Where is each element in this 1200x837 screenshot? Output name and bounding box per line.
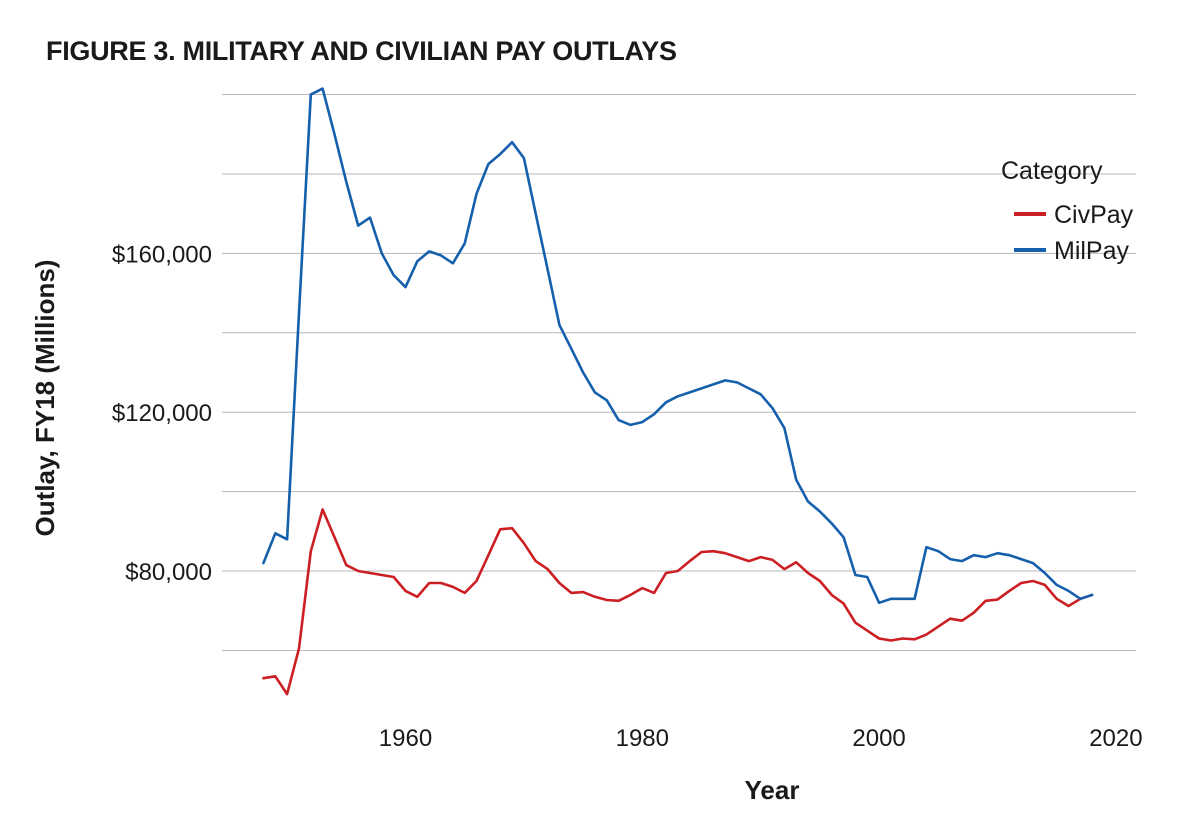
legend-label-milpay: MilPay — [1054, 237, 1130, 265]
series-line-milpay — [262, 87, 1094, 605]
x-axis-ticks: 1960 1980 2000 2020 — [379, 725, 1143, 752]
legend-entries: CivPay MilPay — [1014, 201, 1134, 265]
y-tick-label: $80,000 — [125, 559, 212, 586]
series-lines — [262, 87, 1094, 696]
x-axis-label: Year — [745, 775, 800, 805]
x-tick-label: 2020 — [1089, 725, 1142, 752]
y-tick-label: $160,000 — [112, 241, 212, 268]
legend: Category CivPay MilPay — [1001, 157, 1134, 265]
gridlines — [222, 94, 1136, 651]
y-tick-label: $120,000 — [112, 400, 212, 427]
y-axis-label: Outlay, FY18 (Millions) — [30, 260, 60, 537]
series-line-civpay — [262, 508, 1094, 696]
legend-label-civpay: CivPay — [1054, 201, 1134, 229]
x-tick-label: 1960 — [379, 725, 432, 752]
x-tick-label: 2000 — [852, 725, 905, 752]
legend-title: Category — [1001, 157, 1103, 185]
chart-title: FIGURE 3. MILITARY AND CIVILIAN PAY OUTL… — [46, 36, 677, 66]
x-tick-label: 1980 — [616, 725, 669, 752]
y-axis-ticks: $80,000 $120,000 $160,000 — [112, 241, 212, 586]
